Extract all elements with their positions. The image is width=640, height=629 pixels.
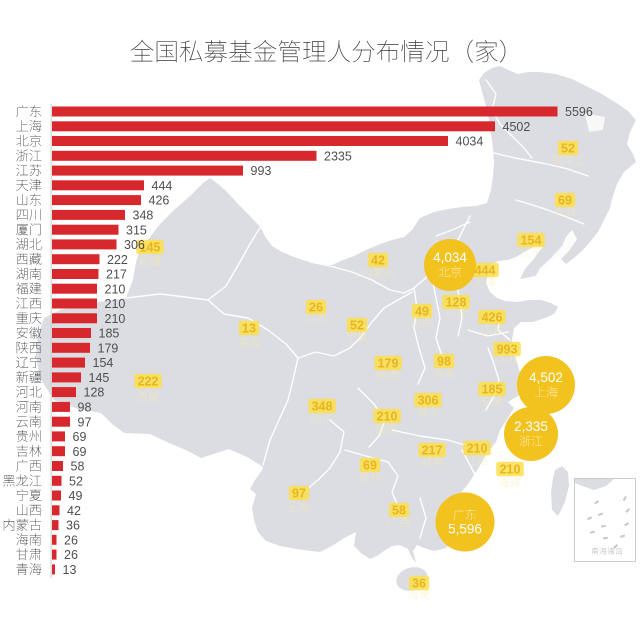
svg-text:69: 69 (363, 459, 377, 473)
svg-text:222: 222 (138, 375, 159, 389)
svg-text:13: 13 (63, 563, 77, 577)
svg-text:98: 98 (78, 401, 92, 415)
svg-text:154: 154 (521, 234, 542, 248)
svg-text:52: 52 (561, 142, 575, 156)
svg-text:58: 58 (392, 504, 406, 518)
svg-text:4502: 4502 (503, 120, 531, 134)
svg-text:185: 185 (482, 383, 503, 397)
svg-text:145: 145 (89, 371, 110, 385)
svg-text:444: 444 (152, 179, 173, 193)
svg-text:348: 348 (133, 209, 154, 223)
svg-text:2335: 2335 (324, 149, 352, 163)
svg-text:36: 36 (412, 577, 426, 591)
svg-text:128: 128 (446, 296, 467, 310)
svg-text:145: 145 (140, 241, 161, 255)
svg-text:210: 210 (500, 463, 521, 477)
svg-text:58: 58 (71, 460, 85, 474)
svg-text:5,596: 5,596 (448, 522, 482, 537)
svg-text:4034: 4034 (456, 135, 484, 149)
svg-text:97: 97 (292, 487, 306, 501)
svg-text:315: 315 (126, 223, 147, 237)
svg-text:210: 210 (105, 312, 126, 326)
svg-text:154: 154 (93, 356, 114, 370)
svg-text:993: 993 (251, 164, 272, 178)
svg-text:69: 69 (73, 430, 87, 444)
svg-text:69: 69 (558, 194, 572, 208)
svg-text:210: 210 (377, 410, 398, 424)
svg-text:217: 217 (106, 268, 127, 282)
svg-text:210: 210 (105, 297, 126, 311)
svg-text:42: 42 (67, 504, 81, 518)
svg-text:98: 98 (437, 355, 451, 369)
svg-text:26: 26 (64, 533, 78, 547)
svg-text:348: 348 (312, 400, 333, 414)
svg-text:4,502: 4,502 (529, 370, 563, 385)
svg-text:306: 306 (418, 394, 439, 408)
svg-text:69: 69 (73, 445, 87, 459)
svg-text:52: 52 (69, 474, 83, 488)
svg-text:26: 26 (309, 301, 323, 315)
svg-text:222: 222 (107, 253, 128, 267)
svg-text:444: 444 (475, 264, 496, 278)
svg-text:42: 42 (371, 254, 385, 268)
svg-text:2,335: 2,335 (514, 419, 548, 434)
svg-text:217: 217 (422, 444, 443, 458)
svg-text:4,034: 4,034 (433, 250, 467, 265)
svg-text:426: 426 (482, 311, 503, 325)
svg-text:49: 49 (415, 305, 429, 319)
svg-text:13: 13 (242, 322, 256, 336)
svg-text:49: 49 (69, 489, 83, 503)
svg-text:426: 426 (149, 194, 170, 208)
svg-text:306: 306 (124, 238, 145, 252)
svg-text:179: 179 (378, 357, 399, 371)
svg-text:210: 210 (105, 282, 126, 296)
svg-text:179: 179 (98, 341, 119, 355)
svg-text:52: 52 (350, 319, 364, 333)
svg-text:26: 26 (64, 548, 78, 562)
svg-text:97: 97 (78, 415, 92, 429)
svg-text:993: 993 (497, 343, 518, 357)
svg-text:5596: 5596 (565, 105, 593, 119)
svg-text:128: 128 (84, 386, 105, 400)
svg-text:36: 36 (66, 519, 80, 533)
svg-text:185: 185 (99, 327, 120, 341)
svg-text:210: 210 (467, 442, 488, 456)
